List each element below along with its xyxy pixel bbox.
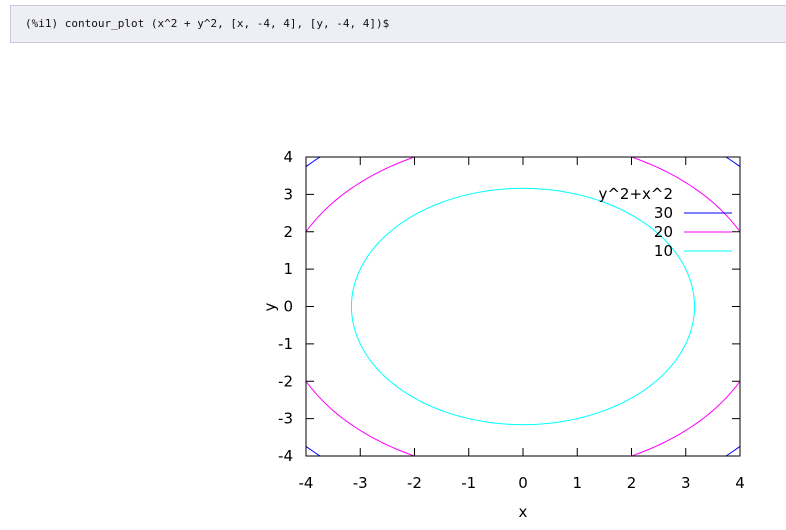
x-tick-label: -3 <box>353 474 368 492</box>
x-axis-label: x <box>519 503 528 521</box>
x-tick-label: 3 <box>681 474 691 492</box>
y-tick-label: 2 <box>283 223 293 241</box>
y-tick-labels: 4 3 2 1 0 -1 -2 -3 -4 <box>278 148 293 465</box>
input-cell[interactable]: (%i1) contour_plot (x^2 + y^2, [x, -4, 4… <box>10 5 786 43</box>
x-tick-label: 1 <box>572 474 582 492</box>
y-tick-label: -1 <box>278 335 293 353</box>
x-tick-label: -2 <box>407 474 422 492</box>
x-tick-label: 4 <box>735 474 745 492</box>
axis-ticks <box>305 156 741 457</box>
input-command-text[interactable]: (%i1) contour_plot (x^2 + y^2, [x, -4, 4… <box>25 17 389 30</box>
y-tick-label: 0 <box>283 298 293 316</box>
x-tick-labels: -4 -3 -2 -1 0 1 2 3 4 <box>299 474 745 492</box>
x-tick-label: 2 <box>627 474 637 492</box>
input-prompt-label: (%i1) <box>25 17 59 30</box>
y-tick-label: -2 <box>278 372 293 390</box>
x-tick-label: 0 <box>518 474 528 492</box>
contour-line-10 <box>350 187 696 426</box>
input-command[interactable]: contour_plot (x^2 + y^2, [x, -4, 4], [y,… <box>64 17 390 30</box>
legend-title: y^2+x^2 <box>598 185 673 203</box>
legend-label-20: 20 <box>654 223 673 241</box>
contour-line-20 <box>306 157 740 456</box>
y-axis-label: y <box>261 302 279 311</box>
plot-frame <box>305 156 741 457</box>
x-tick-label: -4 <box>299 474 314 492</box>
y-tick-label: 1 <box>283 260 293 278</box>
y-tick-label: -4 <box>278 447 293 465</box>
legend-label-10: 10 <box>654 242 673 260</box>
contour-lines <box>306 157 740 456</box>
x-tick-label: -1 <box>461 474 476 492</box>
y-tick-label: 3 <box>283 185 293 203</box>
y-tick-label: -3 <box>278 410 293 428</box>
legend-label-30: 30 <box>654 204 673 222</box>
y-tick-label: 4 <box>283 148 293 166</box>
